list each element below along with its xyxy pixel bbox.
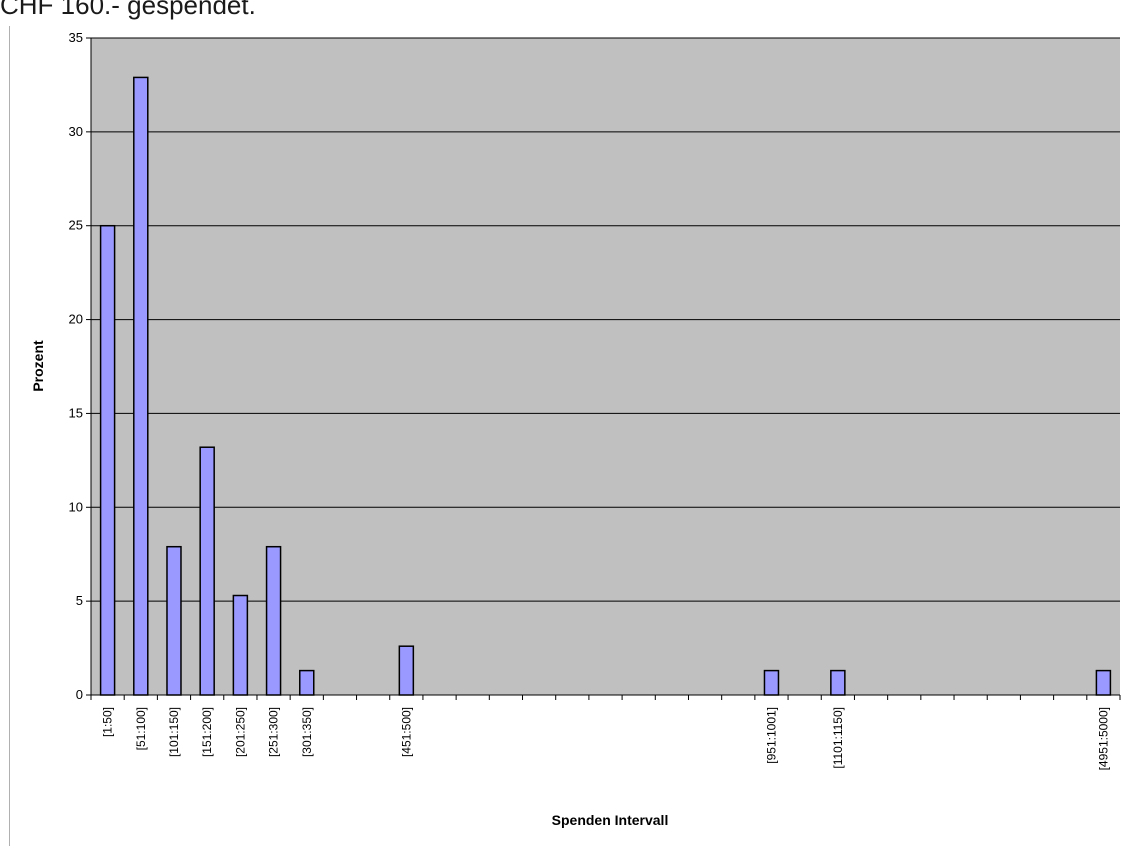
- x-tick-label: [201:250]: [233, 707, 247, 757]
- x-tick-label: [251:300]: [267, 707, 281, 757]
- x-tick-labels: [1:50] [51:100] [101:150] [151:200] [201:250…: [101, 707, 1111, 770]
- x-axis: [90, 38, 1121, 700]
- bar: [166, 545, 182, 696]
- bar: [265, 545, 282, 696]
- y-tick-label: 25: [69, 218, 83, 233]
- bar: [763, 669, 780, 696]
- y-tick-label: 5: [76, 593, 83, 608]
- y-tick-labels: 0 5 10 15 20 25 30 35: [69, 30, 91, 702]
- bar: [1095, 669, 1112, 696]
- bar: [398, 645, 415, 696]
- y-tick-label: 0: [76, 687, 83, 702]
- bar: [299, 669, 315, 696]
- x-tick-label: [1101:1150]: [831, 707, 845, 769]
- bar: [232, 594, 249, 696]
- y-tick-label: 10: [69, 499, 83, 514]
- x-tick-label: [51:100]: [134, 707, 148, 750]
- plot-area: [91, 38, 1120, 695]
- frame-border: [9, 26, 10, 846]
- bar: [830, 669, 846, 696]
- y-tick-label: 30: [69, 124, 83, 139]
- y-axis-label: Prozent: [30, 340, 46, 392]
- bar: [199, 446, 215, 696]
- gridlines: [91, 37, 1120, 602]
- y-tick-label: 35: [69, 30, 83, 45]
- x-tick-label: [1:50]: [101, 707, 115, 737]
- x-tick-label: [151:200]: [200, 707, 214, 757]
- x-tick-label: [301:350]: [300, 707, 314, 757]
- x-axis-label: Spenden Intervall: [552, 812, 669, 828]
- y-tick-label: 15: [69, 405, 83, 420]
- y-tick-label: 20: [69, 312, 83, 327]
- bar: [133, 76, 149, 696]
- x-tick-label: [951:1001]: [764, 707, 778, 764]
- bar: [99, 224, 116, 696]
- x-tick-label: [4951:5000]: [1096, 707, 1110, 770]
- header-text: CHF 160.- gespendet.: [0, 0, 256, 20]
- x-tick-label: [101:150]: [167, 707, 181, 757]
- x-tick-label: [451:500]: [399, 707, 413, 757]
